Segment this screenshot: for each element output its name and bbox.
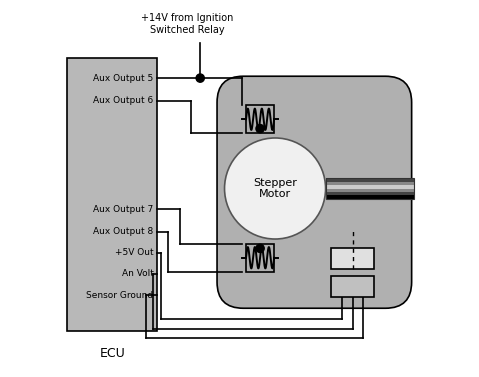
Bar bbox=[326, 192, 413, 195]
Bar bbox=[246, 244, 274, 272]
Text: Stepper
Motor: Stepper Motor bbox=[253, 178, 297, 199]
Text: +5V Out: +5V Out bbox=[115, 248, 153, 257]
Bar bbox=[331, 276, 374, 297]
Bar bbox=[326, 185, 413, 188]
Text: ECU: ECU bbox=[99, 347, 125, 360]
FancyBboxPatch shape bbox=[217, 76, 411, 308]
Text: An Volt: An Volt bbox=[122, 269, 153, 278]
Text: Aux Output 8: Aux Output 8 bbox=[93, 227, 153, 236]
Circle shape bbox=[256, 124, 264, 133]
Text: Aux Output 6: Aux Output 6 bbox=[93, 96, 153, 105]
Bar bbox=[326, 182, 413, 185]
Circle shape bbox=[256, 244, 264, 253]
Bar bbox=[326, 195, 413, 199]
Bar bbox=[326, 178, 413, 199]
Text: Aux Output 5: Aux Output 5 bbox=[93, 74, 153, 83]
Bar bbox=[246, 244, 274, 272]
Text: +14V from Ignition
Switched Relay: +14V from Ignition Switched Relay bbox=[141, 13, 233, 35]
Bar bbox=[246, 105, 274, 133]
Bar bbox=[326, 178, 413, 182]
Circle shape bbox=[225, 138, 326, 239]
Bar bbox=[331, 248, 374, 269]
Bar bbox=[326, 188, 413, 192]
Bar bbox=[246, 105, 274, 133]
Bar bbox=[68, 58, 157, 331]
Circle shape bbox=[196, 74, 205, 82]
Text: Sensor Ground: Sensor Ground bbox=[86, 291, 153, 300]
Text: Aux Output 7: Aux Output 7 bbox=[93, 205, 153, 214]
